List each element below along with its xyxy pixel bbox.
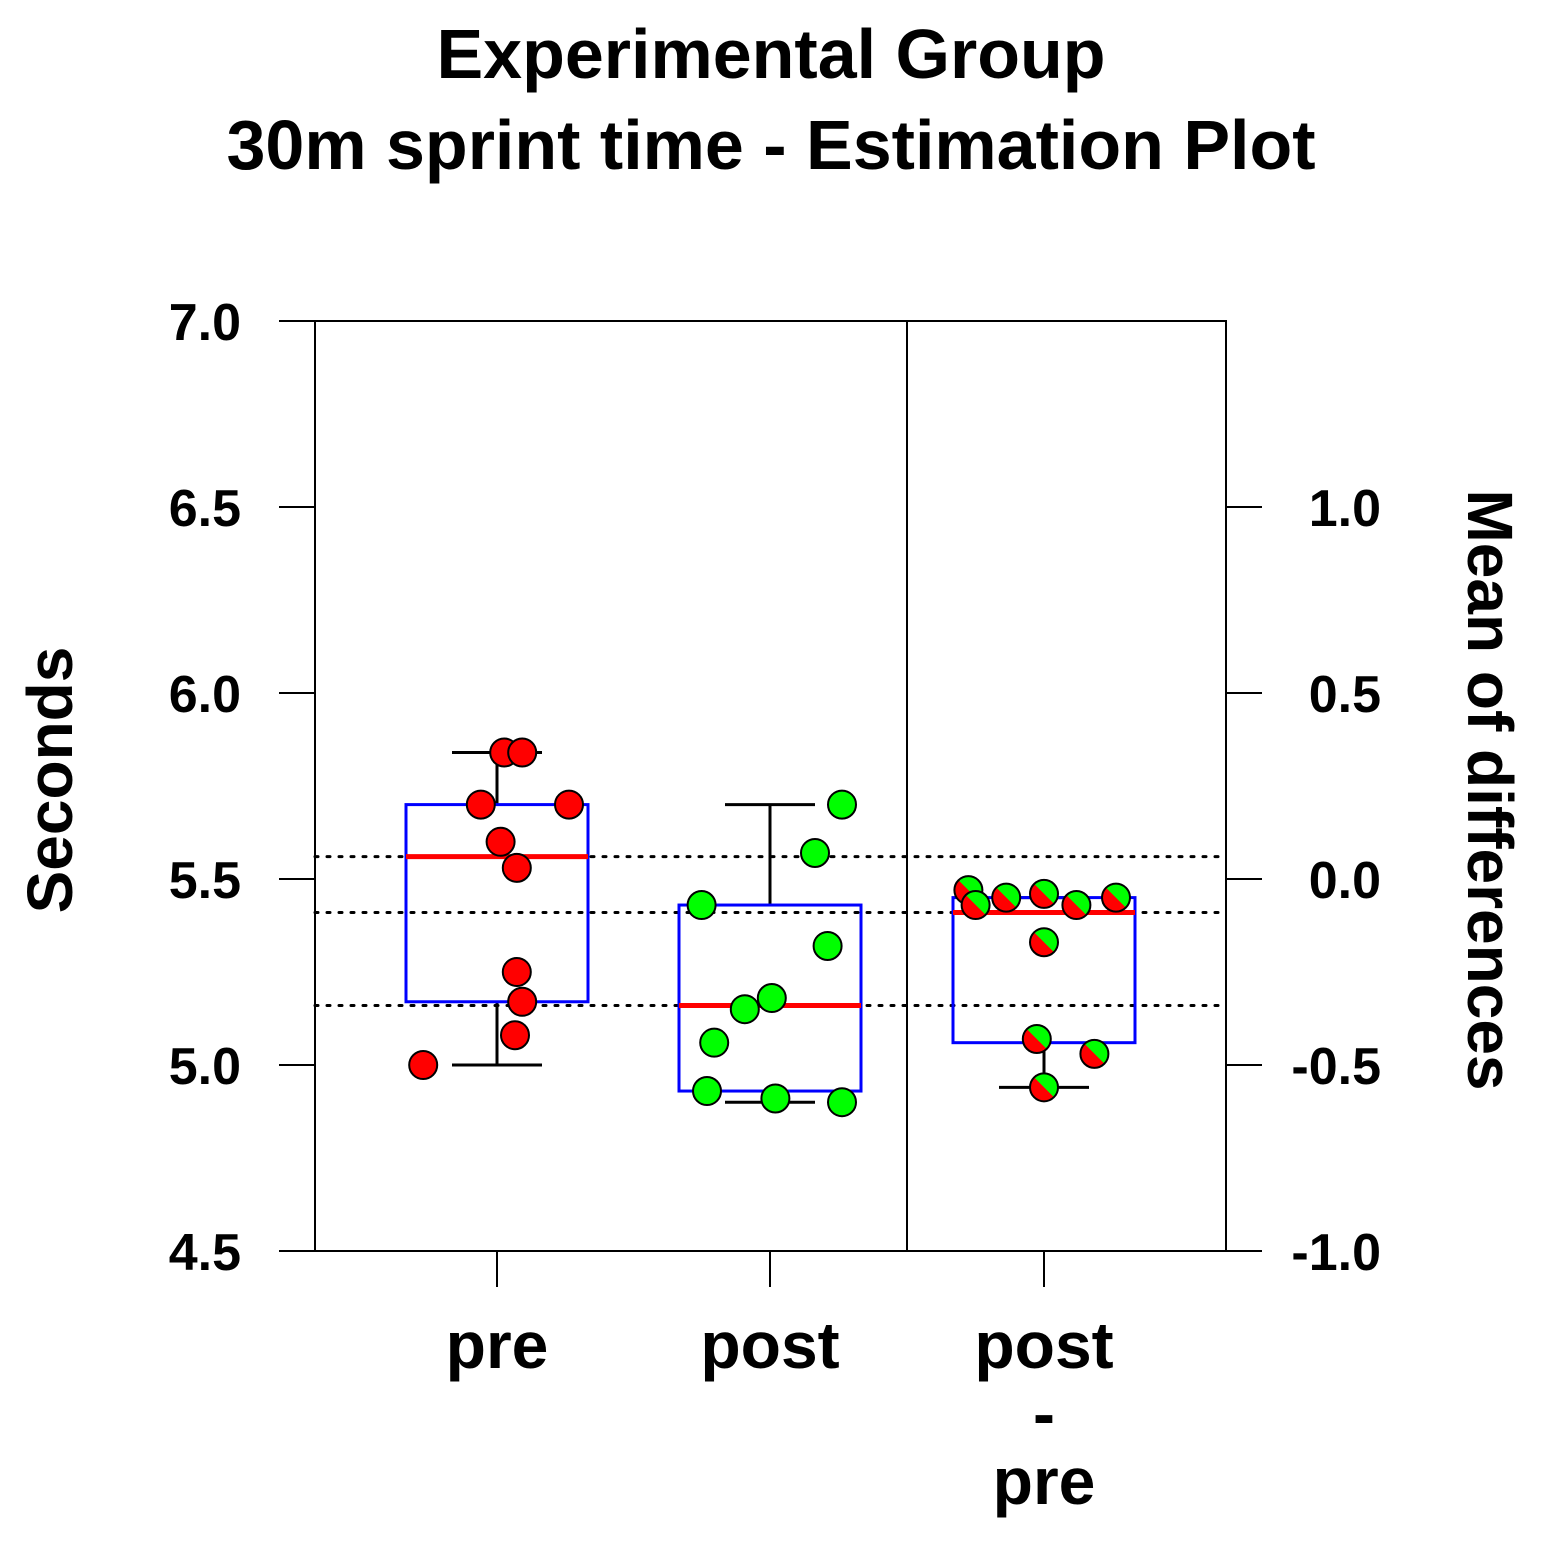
data-point — [756, 983, 787, 1014]
data-point — [507, 986, 538, 1017]
y-axis-right-label: Mean of differences — [1454, 489, 1526, 1090]
x-tick-label: - — [1033, 1376, 1055, 1450]
data-point — [800, 837, 830, 868]
y-tick-label: 6.0 — [169, 666, 241, 724]
data-point — [812, 930, 843, 961]
data-point — [1029, 878, 1059, 909]
y2-tick-label: -1.0 — [1291, 1224, 1381, 1282]
x-tick-label: pre — [993, 1444, 1096, 1518]
data-point — [729, 994, 760, 1025]
x-tick-label: post — [974, 1308, 1113, 1382]
data-point — [408, 1050, 439, 1080]
chart-title-line-1: Experimental Group — [436, 15, 1105, 93]
data-point — [1079, 1038, 1110, 1069]
data-point — [1061, 890, 1092, 921]
data-point — [760, 1083, 791, 1114]
data-point — [500, 1020, 530, 1051]
data-point — [465, 789, 496, 820]
x-tick-label: post — [700, 1308, 839, 1382]
y2-tick-label: 1.0 — [1309, 480, 1381, 538]
y2-tick-label: 0.0 — [1309, 852, 1381, 910]
data-point — [827, 789, 857, 820]
data-point — [554, 789, 584, 820]
data-point — [699, 1027, 730, 1058]
chart-title-line-2: 30m sprint time - Estimation Plot — [226, 106, 1315, 184]
data-point — [1029, 927, 1059, 958]
y2-tick-label: -0.5 — [1291, 1038, 1381, 1096]
data-point — [1021, 1023, 1052, 1054]
y-tick-label: 4.5 — [169, 1224, 241, 1282]
data-point — [501, 957, 532, 987]
data-point — [686, 890, 717, 921]
y-tick-label: 5.0 — [169, 1038, 241, 1096]
data-point — [960, 890, 991, 921]
data-point — [501, 852, 532, 883]
y-tick-label: 6.5 — [169, 480, 241, 538]
box — [951, 896, 1137, 1045]
x-tick-label: pre — [446, 1308, 549, 1382]
y2-tick-label: 0.5 — [1309, 666, 1381, 724]
data-point — [827, 1087, 857, 1118]
data-point — [485, 826, 516, 857]
y-axis-left: 4.5 5.0 5.5 6.0 6.5 7.0 — [169, 294, 315, 1282]
y-tick-label: 5.5 — [169, 852, 241, 910]
y-axis-right: -1.0 -0.5 0.0 0.5 1.0 — [1226, 480, 1381, 1282]
data-points — [408, 737, 1131, 1118]
y-tick-label: 7.0 — [169, 294, 241, 352]
data-point — [507, 737, 538, 768]
box — [404, 803, 590, 1004]
data-point — [692, 1076, 722, 1107]
data-point — [991, 882, 1022, 913]
y-axis-left-label: Seconds — [14, 647, 86, 914]
data-point — [1029, 1072, 1059, 1103]
data-point — [1101, 882, 1131, 913]
x-axis: pre post post-pre — [446, 1251, 1114, 1518]
